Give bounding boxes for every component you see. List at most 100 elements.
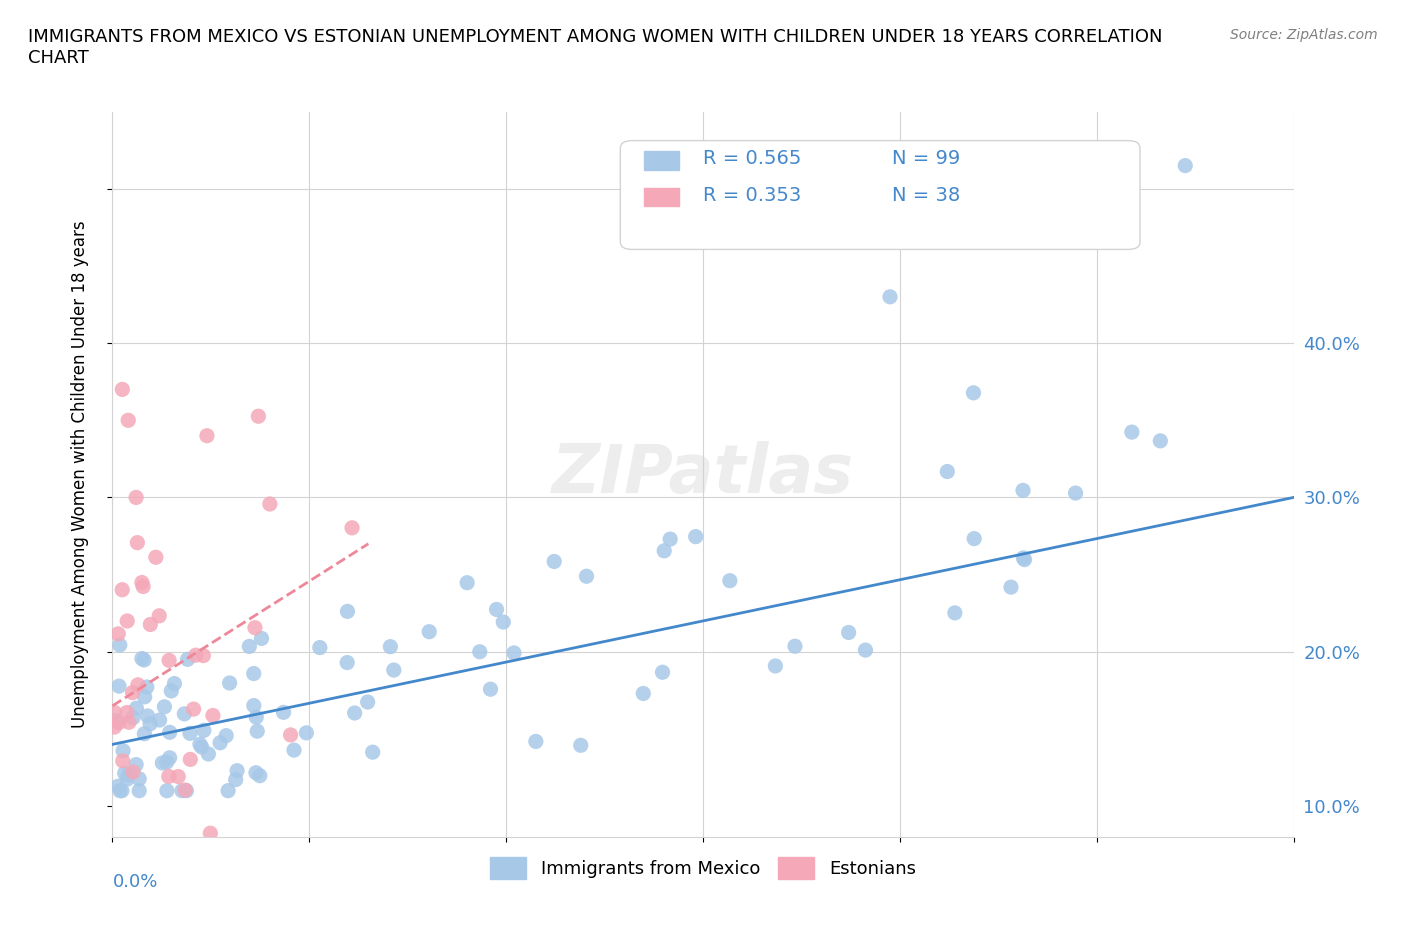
- Point: [652, 543, 675, 558]
- Text: 0.0%: 0.0%: [112, 873, 157, 891]
- Point: [1149, 433, 1171, 448]
- Point: [215, 728, 238, 743]
- Point: [115, 845, 138, 860]
- Point: [131, 651, 153, 666]
- Point: [418, 624, 440, 639]
- Point: [1014, 552, 1036, 567]
- Point: [103, 720, 125, 735]
- Point: [157, 653, 180, 668]
- Point: [153, 699, 176, 714]
- Point: [651, 665, 673, 680]
- Point: [131, 575, 153, 590]
- Point: [122, 711, 145, 725]
- Point: [174, 783, 197, 798]
- Point: [184, 648, 207, 663]
- Point: [173, 707, 195, 722]
- Point: [115, 614, 138, 629]
- Point: [176, 783, 198, 798]
- Text: N = 38: N = 38: [891, 185, 960, 205]
- Point: [128, 783, 150, 798]
- Point: [250, 631, 273, 645]
- Point: [283, 743, 305, 758]
- Point: [575, 569, 598, 584]
- Point: [167, 769, 190, 784]
- Point: [134, 689, 156, 704]
- Point: [179, 752, 201, 767]
- Point: [209, 736, 232, 751]
- Point: [1064, 485, 1087, 500]
- Point: [128, 771, 150, 786]
- Point: [156, 783, 179, 798]
- Point: [108, 715, 131, 730]
- Point: [150, 755, 173, 770]
- Point: [479, 682, 502, 697]
- Point: [943, 605, 966, 620]
- Point: [226, 764, 249, 778]
- Point: [160, 684, 183, 698]
- Point: [125, 490, 148, 505]
- Point: [136, 709, 159, 724]
- Point: [524, 734, 547, 749]
- Point: [1121, 425, 1143, 440]
- FancyBboxPatch shape: [620, 140, 1140, 249]
- Point: [132, 653, 155, 668]
- Text: N = 99: N = 99: [891, 149, 960, 168]
- Point: [104, 713, 127, 728]
- Point: [340, 521, 363, 536]
- Point: [200, 826, 222, 841]
- Point: [111, 582, 134, 597]
- Point: [111, 382, 134, 397]
- Point: [343, 706, 366, 721]
- Point: [139, 716, 162, 731]
- Point: [193, 723, 215, 737]
- Point: [238, 639, 260, 654]
- Point: [783, 639, 806, 654]
- Point: [246, 724, 269, 738]
- Bar: [644, 188, 679, 206]
- Point: [936, 464, 959, 479]
- Point: [361, 745, 384, 760]
- Point: [380, 639, 402, 654]
- Point: [259, 497, 281, 512]
- Point: [125, 700, 148, 715]
- Point: [280, 727, 302, 742]
- Point: [127, 677, 149, 692]
- Point: [503, 645, 526, 660]
- Point: [217, 783, 239, 798]
- Point: [108, 679, 131, 694]
- Point: [685, 529, 707, 544]
- Point: [963, 531, 986, 546]
- Point: [118, 767, 141, 782]
- Point: [245, 765, 267, 780]
- Point: [356, 695, 378, 710]
- Point: [838, 625, 860, 640]
- Point: [170, 783, 193, 798]
- Point: [1012, 483, 1035, 498]
- Point: [336, 604, 359, 618]
- Point: [188, 737, 211, 751]
- Point: [114, 765, 136, 780]
- Point: [468, 644, 491, 659]
- Point: [308, 640, 330, 655]
- Point: [125, 757, 148, 772]
- Point: [163, 676, 186, 691]
- Point: [111, 783, 134, 798]
- Point: [659, 532, 682, 547]
- Point: [193, 648, 215, 663]
- Point: [115, 705, 138, 720]
- Point: [569, 737, 592, 752]
- Point: [107, 627, 129, 642]
- Legend: Immigrants from Mexico, Estonians: Immigrants from Mexico, Estonians: [484, 849, 922, 886]
- Point: [225, 772, 247, 787]
- Point: [336, 655, 359, 670]
- Point: [295, 725, 318, 740]
- Point: [179, 726, 201, 741]
- Point: [111, 753, 134, 768]
- Point: [121, 685, 143, 700]
- Point: [122, 764, 145, 779]
- Point: [132, 579, 155, 594]
- Point: [1000, 579, 1022, 594]
- Y-axis label: Unemployment Among Women with Children Under 18 years: Unemployment Among Women with Children U…: [70, 220, 89, 728]
- Point: [127, 536, 149, 551]
- Point: [249, 768, 271, 783]
